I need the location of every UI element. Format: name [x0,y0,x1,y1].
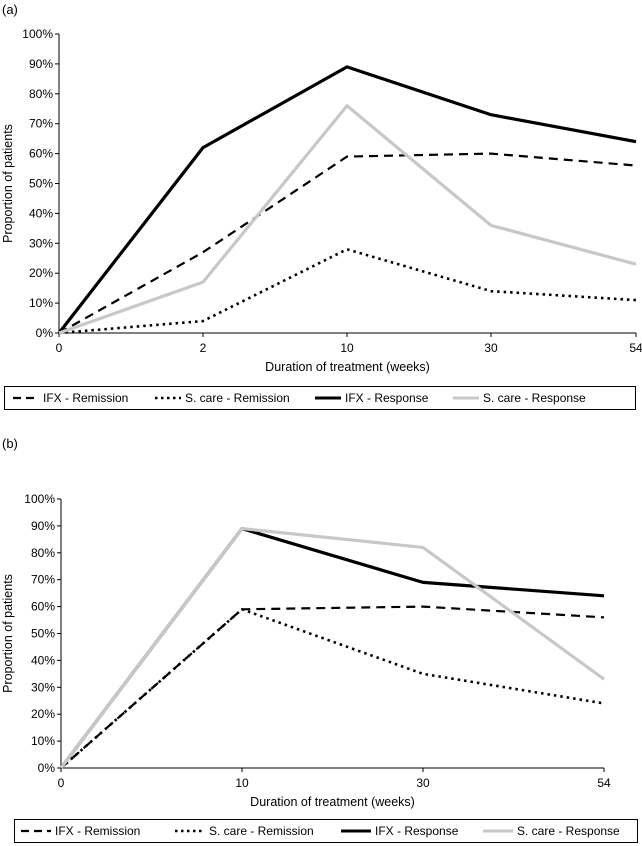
x-tick-label: 0 [58,776,65,790]
legend-label: IFX - Remission [55,824,141,838]
x-tick-label: 10 [340,341,354,355]
y-tick-label: 100% [22,27,53,41]
x-tick-label: 10 [235,776,249,790]
legend-label: S. care - Response [517,824,620,838]
legend-item: IFX - Response [315,387,428,409]
y-tick-label: 10% [31,734,55,748]
y-tick-label: 60% [29,147,53,161]
legend-swatch-solid-icon [315,396,341,400]
y-tick-label: 90% [31,519,55,533]
legend-a: IFX - Remission S. care - Remission IFX … [4,386,636,410]
series-line-s-care-remission [60,607,605,769]
y-tick-label: 60% [31,600,55,614]
x-tick-label: 30 [416,776,430,790]
legend-item: S. care - Remission [175,820,314,842]
y-tick-label: 10% [29,296,53,310]
y-tick-label: 80% [31,546,55,560]
y-tick-label: 90% [29,57,53,71]
y-tick-label: 20% [29,266,53,280]
x-axis-title: Duration of treatment (weeks) [250,795,415,809]
legend-item: IFX - Response [341,820,458,842]
y-tick-label: 100% [24,492,55,506]
x-tick-label: 30 [484,341,498,355]
x-axis-title: Duration of treatment (weeks) [265,360,430,374]
legend-item: IFX - Remission [21,820,140,842]
legend-swatch-dashed-icon [13,396,39,400]
y-tick-label: 40% [31,653,55,667]
series-line-ifx-response [59,526,605,769]
y-tick-label: 80% [29,87,53,101]
legend-swatch-solid-icon [341,829,371,833]
y-tick-label: 30% [31,680,55,694]
series-line-s-care-remission [58,247,637,335]
series-line-s-care-response [59,526,605,769]
y-tick-label: 50% [31,627,55,641]
y-tick-label: 70% [31,573,55,587]
legend-item: S. care - Response [483,820,620,842]
line-chart-a: 0% 10% 20% 30% 40% 50% 60% 70% 80% 90% 100% 0 2 10 30 5… [1,27,642,374]
chart-panel-a: (a) 0% 10% 20% 30% 40% 50% 60% 70% 80% 90% 100% 0 2 1… [0,0,642,410]
chart-panel-b: (b) 0% 10% 20% 30% 40% 50% 60% 70% 80% 90% 100% 0 10… [0,434,642,846]
legend-swatch-grey-icon [483,829,513,833]
y-axis-title: Proportion of patients [1,574,15,693]
series-line-ifx-remission [60,605,605,769]
legend-item: S. care - Remission [155,387,290,409]
y-axis-title: Proportion of patients [1,124,15,243]
y-tick-label: 0% [36,326,54,340]
y-tick-label: 20% [31,707,55,721]
y-tick-label: 70% [29,117,53,131]
legend-b: IFX - Remission S. care - Remission IFX … [14,819,638,843]
legend-swatch-dashed-icon [21,829,51,833]
y-tick-label: 40% [29,206,53,220]
series-line-ifx-remission [58,152,637,334]
legend-label: S. care - Remission [185,391,290,405]
legend-swatch-dotted-icon [155,396,181,400]
y-tick-label: 0% [38,761,56,775]
x-tick-label: 2 [200,341,207,355]
x-tick-label: 54 [597,776,611,790]
panel-label-a: (a) [2,2,18,17]
legend-label: IFX - Remission [43,391,129,405]
legend-label: S. care - Remission [209,824,314,838]
legend-swatch-grey-icon [453,396,479,400]
legend-label: IFX - Response [375,824,459,838]
legend-label: S. care - Response [483,391,586,405]
y-tick-label: 50% [29,177,53,191]
legend-swatch-dotted-icon [175,829,205,833]
legend-label: IFX - Response [345,391,429,405]
x-tick-label: 0 [56,341,63,355]
legend-item: S. care - Response [453,387,586,409]
line-chart-b: 0% 10% 20% 30% 40% 50% 60% 70% 80% 90% 100% 0 10 30 54… [1,492,611,809]
panel-label-b: (b) [2,436,18,451]
x-tick-label: 54 [629,341,642,355]
y-tick-label: 30% [29,236,53,250]
legend-item: IFX - Remission [13,387,128,409]
